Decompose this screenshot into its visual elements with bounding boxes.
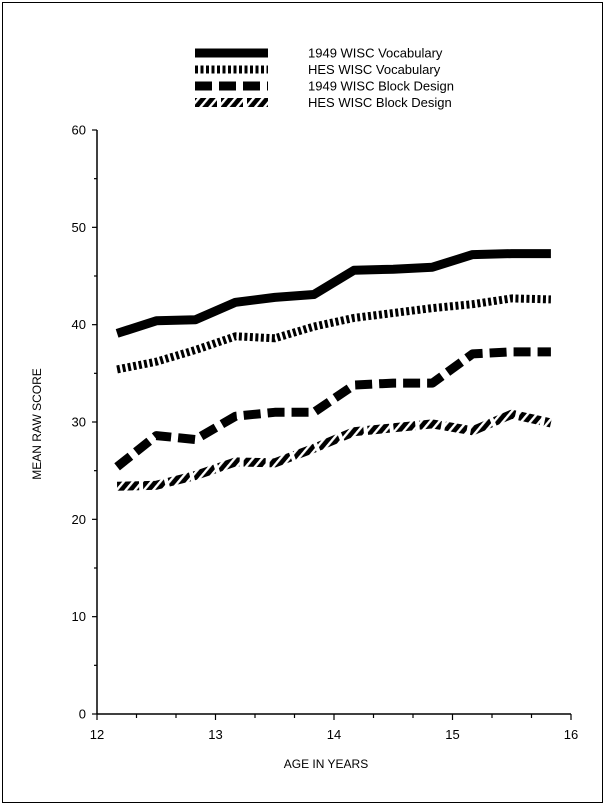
x-axis-label: AGE IN YEARS xyxy=(284,757,368,771)
series-group xyxy=(117,254,551,487)
x-tick-label: 16 xyxy=(564,727,578,742)
y-axis-label: MEAN RAW SCORE xyxy=(30,368,44,480)
y-tick-label: 50 xyxy=(72,220,86,235)
y-tick-label: 30 xyxy=(72,415,86,430)
x-tick-label: 15 xyxy=(445,727,459,742)
legend-label: HES WISC Block Design xyxy=(308,95,452,110)
y-tick-label: 40 xyxy=(72,317,86,332)
series-line-3 xyxy=(117,352,551,467)
y-tick-label: 20 xyxy=(72,512,86,527)
axes: 0 10 20 30 40 50 60 12 13 14 15 16 xyxy=(72,123,579,743)
y-tick-label: 0 xyxy=(79,707,86,722)
legend-label: 1949 WISC Block Design xyxy=(308,79,454,94)
series-line-2 xyxy=(117,298,551,369)
x-tick-label: 12 xyxy=(90,727,104,742)
legend-label: HES WISC Vocabulary xyxy=(308,62,441,77)
y-tick-label: 60 xyxy=(72,123,86,138)
legend-label: 1949 WISC Vocabulary xyxy=(308,46,443,61)
y-tick-label: 10 xyxy=(72,609,86,624)
series-line-1 xyxy=(117,254,551,334)
x-tick-label: 14 xyxy=(327,727,341,742)
series-line-4 xyxy=(117,414,551,486)
x-tick-label: 13 xyxy=(208,727,222,742)
